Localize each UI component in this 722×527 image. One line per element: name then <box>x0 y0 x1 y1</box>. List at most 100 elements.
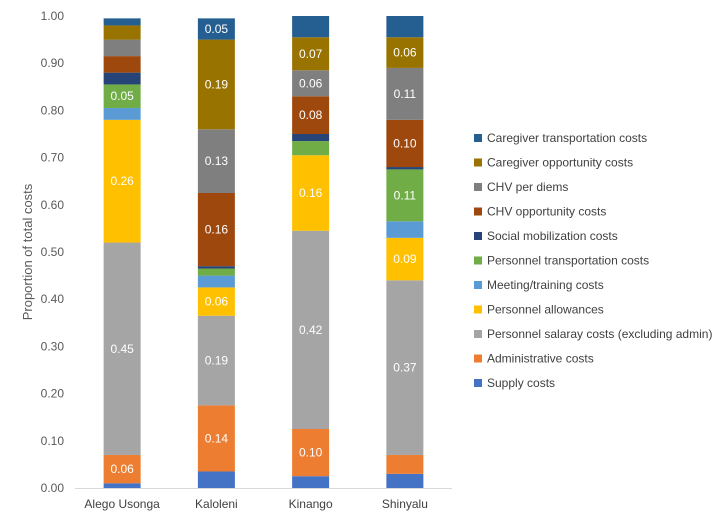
bar-segment <box>386 16 424 38</box>
data-label: 0.19 <box>205 77 229 91</box>
bar-segment <box>103 56 141 73</box>
bar-segment <box>103 18 141 26</box>
bar-segment <box>386 280 424 455</box>
bar-segment <box>292 476 330 488</box>
data-label: 0.05 <box>110 89 134 103</box>
legend-swatch <box>474 305 482 314</box>
data-label: 0.06 <box>299 76 323 90</box>
data-label: 0.26 <box>110 174 134 188</box>
y-tick-label: 0.70 <box>41 151 65 165</box>
y-tick-label: 0.00 <box>41 481 65 495</box>
bar-segment <box>103 483 141 488</box>
x-tick-label: Kinango <box>289 497 333 511</box>
bar-segment <box>197 405 235 472</box>
bar-segment <box>386 237 424 281</box>
y-tick-label: 0.50 <box>41 245 65 259</box>
data-label: 0.16 <box>299 186 323 200</box>
legend-label: Caregiver opportunity costs <box>487 156 633 170</box>
legend-label: Caregiver transportation costs <box>487 131 647 145</box>
data-label: 0.07 <box>299 47 323 61</box>
data-label: 0.11 <box>394 188 417 202</box>
bars: 0.06 0.45 0.26 0.05 0.14 0.19 0.06 0.16 0.13 0.19… <box>103 16 424 488</box>
bar-segment <box>103 39 141 57</box>
legend: Caregiver transportation costs Caregiver … <box>474 131 712 390</box>
legend-label: CHV per diems <box>487 180 568 194</box>
legend-swatch <box>474 281 482 289</box>
bar-segment <box>103 72 141 85</box>
y-axis: 0.00 0.10 0.20 0.30 0.40 0.50 0.60 0.70 0.80 0.90… <box>41 9 452 495</box>
legend-swatch <box>474 207 482 216</box>
data-label: 0.37 <box>393 361 417 375</box>
data-label: 0.08 <box>299 108 323 122</box>
data-label: 0.05 <box>205 22 229 36</box>
legend-swatch <box>474 158 482 167</box>
x-tick-label: Kaloleni <box>195 497 238 511</box>
bar-segment <box>292 96 330 134</box>
x-tick-label: Alego Usonga <box>84 497 160 511</box>
data-label: 0.06 <box>393 46 417 60</box>
data-label: 0.10 <box>393 136 417 150</box>
bar-segment <box>197 287 235 316</box>
y-tick-label: 1.00 <box>41 9 65 23</box>
bar-segment <box>197 471 235 488</box>
bar-segment <box>386 67 424 120</box>
bar-segment <box>103 242 141 455</box>
bar-segment <box>292 37 330 71</box>
legend-label: Supply costs <box>487 376 555 390</box>
data-label: 0.45 <box>110 342 134 356</box>
bar-segment <box>386 37 424 68</box>
legend-label: Personnel allowances <box>487 303 604 317</box>
legend-label: Personnel salaray costs (excluding admin… <box>487 327 712 341</box>
y-tick-label: 0.20 <box>41 387 65 401</box>
legend-swatch <box>474 232 482 240</box>
bar-segment <box>292 134 330 142</box>
bar-segment <box>386 454 424 474</box>
bar-segment <box>103 108 141 120</box>
bar-segment <box>103 119 141 243</box>
legend-label: Meeting/training costs <box>487 278 604 292</box>
bar-segment <box>292 429 330 477</box>
bar-segment <box>292 230 330 429</box>
bar-segment <box>197 39 235 130</box>
y-tick-label: 0.90 <box>41 56 65 70</box>
bar-segment <box>386 167 424 170</box>
y-tick-label: 0.30 <box>41 339 65 353</box>
data-label: 0.11 <box>394 87 417 101</box>
bar-segment <box>292 141 330 156</box>
bar-segment <box>197 315 235 406</box>
y-tick-label: 0.80 <box>41 103 65 117</box>
bar-segment <box>103 454 141 484</box>
bar-segment <box>197 18 235 40</box>
y-tick-label: 0.10 <box>41 434 65 448</box>
data-label: 0.06 <box>110 462 134 476</box>
bar-segment <box>386 221 424 238</box>
data-label: 0.09 <box>393 252 417 266</box>
bar-segment <box>197 266 235 269</box>
bar-segment <box>292 155 330 231</box>
data-label: 0.42 <box>299 323 323 337</box>
bar-segment <box>103 25 141 40</box>
data-label: 0.19 <box>205 354 229 368</box>
bar-segment <box>197 275 235 288</box>
bar-segment <box>292 70 330 97</box>
bar-segment <box>386 119 424 168</box>
bar-segment <box>386 473 424 488</box>
legend-swatch <box>474 256 482 265</box>
bar-segment <box>292 16 330 38</box>
data-label: 0.14 <box>205 431 229 445</box>
x-tick-label: Shinyalu <box>382 497 428 511</box>
legend-swatch <box>474 134 482 142</box>
data-label: 0.16 <box>205 223 229 237</box>
bar-segment <box>103 84 141 109</box>
x-axis: Alego Usonga Kaloleni Kinango Shinyalu <box>84 497 427 511</box>
bar-segment <box>197 129 235 193</box>
y-tick-label: 0.40 <box>41 292 65 306</box>
bar-segment <box>197 193 235 267</box>
data-label: 0.10 <box>299 446 323 460</box>
legend-swatch <box>474 330 482 338</box>
legend-label: CHV opportunity costs <box>487 205 606 219</box>
bar-segment <box>386 169 424 222</box>
legend-label: Personnel transportation costs <box>487 254 649 268</box>
